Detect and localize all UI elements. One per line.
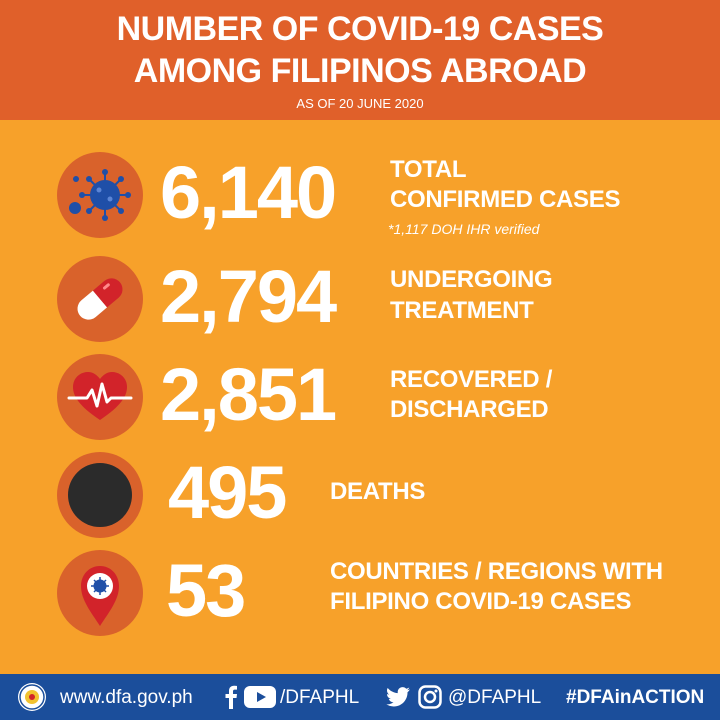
twitter-instagram-handle[interactable]: @DFAPHL: [448, 687, 542, 708]
page-title-line1: NUMBER OF COVID-19 CASES: [116, 10, 604, 48]
stat-row-countries: 53 COUNTRIES / REGIONS WITH FILIPINO COV…: [0, 546, 720, 642]
stat-label-recovered-line1: RECOVERED /: [390, 366, 553, 393]
header-band: NUMBER OF COVID-19 CASES AMONG FILIPINOS…: [0, 0, 720, 120]
dfa-seal-icon: [18, 683, 46, 711]
stat-label-recovered-line2: DISCHARGED: [390, 396, 549, 423]
stat-note-confirmed: *1,117 DOH IHR verified: [388, 221, 540, 237]
heartbeat-icon: [57, 354, 143, 440]
stat-label-countries-line1: COUNTRIES / REGIONS WITH: [330, 558, 663, 585]
stat-label-confirmed-line2: CONFIRMED CASES: [390, 186, 621, 213]
stat-row-deaths: 495 DEATHS: [0, 448, 720, 544]
date-subtitle: AS OF 20 JUNE 2020: [296, 96, 424, 111]
location-pin-virus-icon: [57, 550, 143, 636]
stat-row-confirmed: 6,140 TOTAL CONFIRMED CASES *1,117 DOH I…: [0, 148, 720, 244]
youtube-icon[interactable]: [244, 686, 276, 713]
stat-label-confirmed-line1: TOTAL: [390, 156, 467, 183]
twitter-icon[interactable]: [386, 687, 410, 712]
virus-icon: [57, 152, 143, 238]
stat-value-deaths: 495: [168, 451, 287, 534]
stat-row-recovered: 2,851 RECOVERED / DISCHARGED: [0, 350, 720, 446]
footer-bar: www.dfa.gov.ph /DFAPHL @DFAPHL #DFAinACT…: [0, 674, 720, 720]
stat-row-treatment: 2,794 UNDERGOING TREATMENT: [0, 252, 720, 348]
page-title-line2: AMONG FILIPINOS ABROAD: [133, 52, 587, 90]
stat-label-countries-line2: FILIPINO COVID-19 CASES: [330, 588, 632, 615]
website-link[interactable]: www.dfa.gov.ph: [60, 687, 193, 708]
instagram-icon[interactable]: [418, 685, 442, 714]
pill-capsule-icon: [57, 256, 143, 342]
stat-label-deaths: DEATHS: [330, 478, 426, 505]
stat-label-treatment-line2: TREATMENT: [390, 297, 534, 324]
stat-value-treatment: 2,794: [160, 255, 337, 338]
stat-value-recovered: 2,851: [160, 353, 337, 436]
stat-label-treatment-line1: UNDERGOING: [390, 266, 553, 293]
facebook-youtube-handle[interactable]: /DFAPHL: [280, 687, 360, 708]
hashtag[interactable]: #DFAinACTION: [566, 687, 705, 708]
black-circle-icon: [57, 452, 143, 538]
stat-value-countries: 53: [166, 549, 246, 632]
stat-value-confirmed: 6,140: [160, 151, 337, 234]
facebook-icon[interactable]: [224, 685, 238, 714]
